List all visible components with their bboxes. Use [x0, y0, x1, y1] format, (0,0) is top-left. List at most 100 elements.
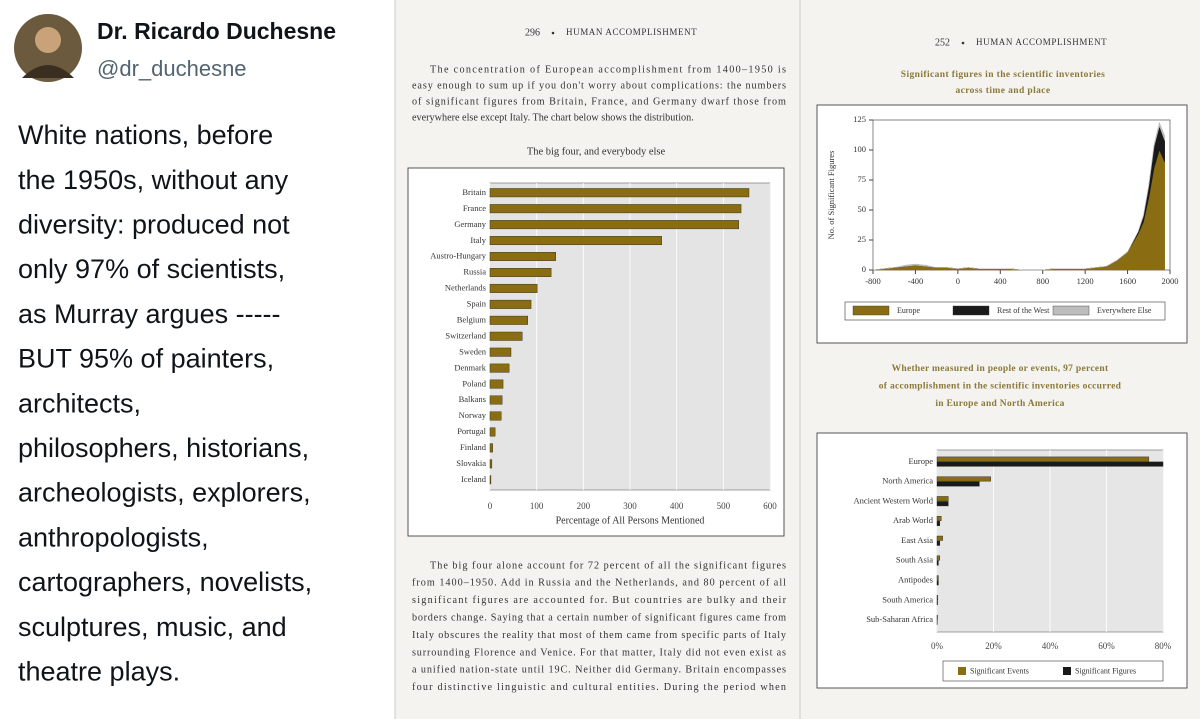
- chart-title: The big four, and everybody else: [527, 146, 666, 157]
- plot-background: [872, 119, 1171, 271]
- legend-label: Everywhere Else: [1097, 306, 1152, 315]
- bar: [936, 461, 1164, 467]
- bar: [936, 476, 991, 482]
- paragraph-line: everywhere else except Italy. The chart …: [412, 112, 694, 123]
- x-tick-label: 1600: [1119, 276, 1136, 286]
- avatar[interactable]: [14, 14, 82, 82]
- page-number: 252: [935, 37, 950, 48]
- x-tick-label: 80%: [1155, 641, 1172, 651]
- bar: [936, 496, 949, 502]
- bar: [489, 204, 742, 214]
- y-tick-label: Norway: [459, 410, 487, 420]
- tweet-line: diversity: produced not: [18, 210, 290, 240]
- y-tick-label: Portugal: [457, 426, 486, 436]
- running-head: HUMAN ACCOMPLISHMENT: [976, 37, 1107, 47]
- bar: [936, 600, 938, 606]
- y-tick-label: Poland: [462, 378, 486, 388]
- chart-title: across time and place: [955, 86, 1050, 96]
- bar: [936, 555, 941, 561]
- handle[interactable]: @dr_duchesne: [97, 56, 247, 81]
- y-tick-label: Netherlands: [445, 283, 486, 293]
- bar: [936, 614, 938, 620]
- legend-label: Significant Events: [970, 666, 1029, 675]
- y-tick-label: Belgium: [457, 315, 487, 325]
- legend-swatch: [1063, 667, 1071, 675]
- x-tick-label: 300: [623, 501, 637, 511]
- y-tick-label: Denmark: [454, 362, 486, 372]
- y-tick-label: North America: [882, 476, 933, 486]
- chart-title: Whether measured in people or events, 97…: [892, 364, 1109, 374]
- x-tick-label: 60%: [1098, 641, 1115, 651]
- chart-title: in Europe and North America: [935, 399, 1064, 409]
- x-tick-label: -400: [908, 276, 924, 286]
- x-tick-label: 500: [717, 501, 731, 511]
- page-number: 296: [525, 27, 540, 38]
- tweet-line: architects,: [18, 388, 141, 418]
- y-tick-label: Austro-Hungary: [430, 251, 486, 261]
- x-tick-label: 600: [763, 501, 777, 511]
- y-tick-label: Slovakia: [456, 458, 486, 468]
- bar: [936, 540, 941, 546]
- bar: [936, 456, 1150, 462]
- tweet-line: philosophers, historians,: [18, 433, 309, 463]
- left-page: 296 HUMAN ACCOMPLISHMENT The concentration…: [407, 27, 787, 693]
- tweet-line: sculptures, music, and: [18, 612, 287, 642]
- x-tick-label: 400: [670, 501, 684, 511]
- running-head: HUMAN ACCOMPLISHMENT: [566, 27, 697, 37]
- bar: [936, 535, 943, 541]
- bar: [489, 299, 532, 309]
- bar: [489, 283, 538, 293]
- x-tick-label: 0: [956, 276, 960, 286]
- bar: [489, 188, 750, 198]
- avatar-body: [22, 65, 74, 78]
- paragraph-line: a unified nation-state until 19C. Neithe…: [412, 665, 786, 676]
- bar: [936, 501, 949, 507]
- legend-box: [942, 660, 1164, 682]
- y-tick-label: Switzerland: [445, 330, 486, 340]
- y-tick-label: Britain: [462, 187, 486, 197]
- bar: [489, 331, 523, 341]
- y-tick-label: Russia: [463, 267, 486, 277]
- legend-label: Significant Figures: [1075, 666, 1136, 675]
- y-tick-label: 50: [858, 204, 867, 214]
- y-tick-label: Arab World: [893, 515, 934, 525]
- y-axis-label: No. of Significant Figures: [826, 151, 836, 240]
- tweet-line: only 97% of scientists,: [18, 254, 285, 284]
- y-tick-label: 0: [862, 264, 866, 274]
- bar: [936, 580, 939, 586]
- tweet-line: BUT 95% of painters,: [18, 344, 274, 374]
- tweet-line: theatre plays.: [18, 657, 180, 687]
- paragraph-line: Italy obscures the reality that most of …: [412, 630, 787, 641]
- tweet-line: archeologists, explorers,: [18, 478, 311, 508]
- legend-swatch: [1052, 305, 1090, 316]
- bar: [936, 560, 939, 566]
- y-tick-label: France: [463, 203, 486, 213]
- y-tick-label: Sub-Saharan Africa: [866, 614, 933, 624]
- bar: [936, 516, 942, 521]
- y-tick-label: Antipodes: [898, 575, 933, 585]
- avatar-face: [35, 27, 61, 53]
- bar: [489, 347, 512, 357]
- tweet-line: anthropologists,: [18, 522, 209, 552]
- legend-swatch: [958, 667, 966, 675]
- paragraph-line: The concentration of European accomplish…: [430, 64, 786, 75]
- y-tick-label: 75: [858, 174, 867, 184]
- legend-swatch: [852, 305, 890, 316]
- x-tick-label: 0: [488, 501, 493, 511]
- y-tick-label: South America: [882, 594, 933, 604]
- x-tick-label: 20%: [985, 641, 1002, 651]
- display-name[interactable]: Dr. Ricardo Duchesne: [97, 18, 336, 44]
- bar: [489, 220, 739, 230]
- paragraph-line: easy enough to sum up if you don't worry…: [412, 80, 786, 91]
- bullet: [961, 41, 965, 45]
- tweet-line: the 1950s, without any: [18, 165, 289, 195]
- x-tick-label: -800: [865, 276, 881, 286]
- y-tick-label: South Asia: [896, 555, 933, 565]
- y-tick-label: Ancient Western World: [853, 495, 933, 505]
- y-tick-label: Iceland: [461, 474, 487, 484]
- bar: [936, 521, 941, 526]
- bar: [489, 236, 662, 246]
- paragraph-line: from 1400–1950. Add in Russia and the Ne…: [412, 578, 786, 589]
- x-tick-label: 800: [1036, 276, 1049, 286]
- tweet-line: as Murray argues -----: [18, 299, 281, 329]
